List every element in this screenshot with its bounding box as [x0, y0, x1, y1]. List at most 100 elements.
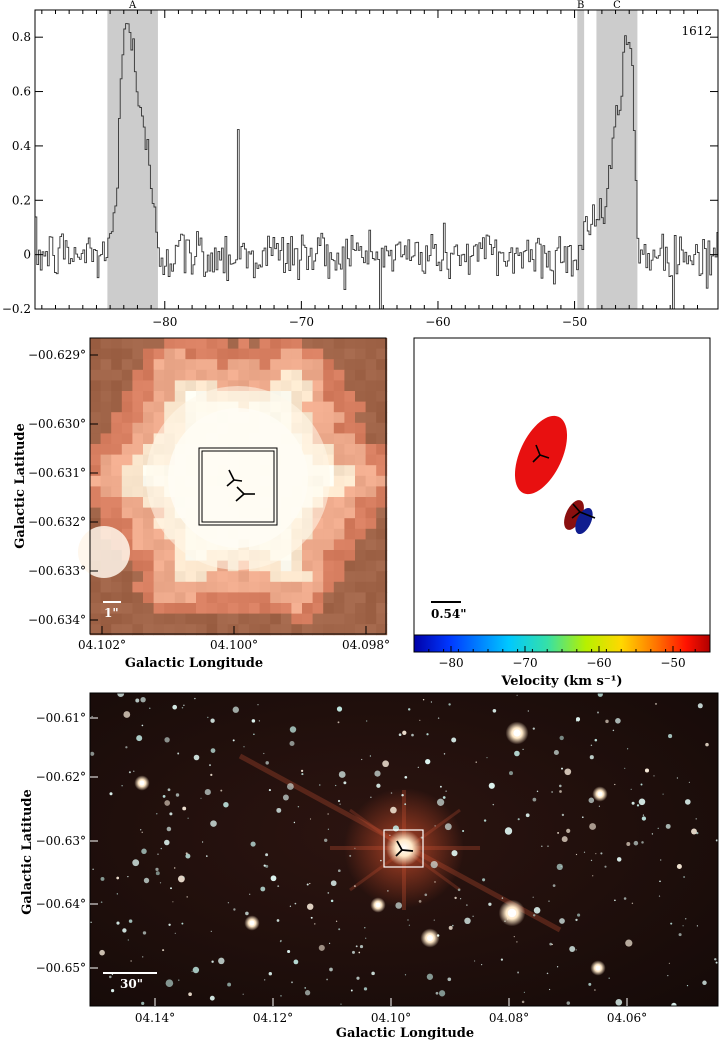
field-star [678, 933, 682, 937]
field-star [390, 806, 397, 814]
mosaic-pixel [365, 571, 377, 583]
mosaic-pixel [100, 338, 112, 349]
mosaic-pixel [344, 454, 356, 466]
field-star [287, 783, 294, 790]
mosaic-pixel [355, 380, 366, 392]
field-star [464, 917, 471, 925]
field-star [202, 841, 204, 843]
mosaic-pixel [111, 486, 123, 498]
mosaic-pixel [376, 624, 388, 636]
wide-xtick-label: 04.08° [489, 1011, 529, 1025]
field-star [143, 877, 150, 884]
mosaic-pixel [280, 581, 292, 593]
mosaic-pixel [143, 369, 154, 381]
field-star [356, 976, 360, 980]
field-star [136, 735, 143, 742]
mosaic-pixel [323, 581, 335, 593]
mosaic-pixel [333, 571, 345, 583]
field-star [306, 883, 309, 886]
mosaic-pixel [90, 348, 101, 360]
mosaic-pixel [280, 560, 292, 572]
mosaic-pixel [164, 603, 176, 614]
mosaic-pixel [100, 412, 112, 424]
mosaic-pixel [164, 338, 176, 349]
field-star [170, 887, 172, 890]
mosaic-pixel [312, 401, 324, 413]
field-star [245, 911, 249, 916]
mosaic-pixel [90, 465, 101, 477]
field-star [251, 719, 256, 723]
mosaic-pixel [291, 613, 303, 625]
field-star [625, 939, 633, 947]
mosaic-pixel [100, 497, 112, 508]
field-star [684, 918, 687, 920]
spectrum-xtick-label: −60 [425, 315, 450, 329]
mosaic-pixel [302, 401, 313, 413]
field-star [166, 826, 172, 832]
mosaic-pixel [111, 613, 123, 625]
mosaic-pixel [174, 624, 186, 636]
mosaic-pixel [365, 369, 377, 381]
mosaic-pixel [323, 422, 335, 434]
mosaic-pixel [100, 613, 112, 625]
field-star [516, 941, 518, 943]
wide-scale-label: 30" [120, 977, 143, 991]
field-star [705, 742, 709, 747]
mosaic-pixel [111, 475, 123, 487]
mosaic-pixel [90, 454, 101, 466]
mosaic-pixel [270, 338, 282, 349]
mosaic-pixel [323, 560, 335, 572]
mosaic-pixel [100, 369, 112, 381]
scale-bar-label: 1" [104, 606, 119, 620]
mosaic-pixel [132, 592, 144, 604]
mosaic-pixel [153, 528, 165, 540]
mosaic-pixel [132, 550, 144, 561]
mosaic-pixel [365, 518, 377, 530]
field-star [408, 924, 411, 926]
mosaic-pixel [259, 603, 271, 614]
mosaic-pixel [355, 507, 366, 519]
mosaic-pixel [355, 391, 366, 402]
mosaic-pixel [174, 359, 186, 371]
mosaic-pixel [227, 571, 239, 583]
velocity-marker-1 [532, 444, 550, 463]
mosaic-pixel [355, 560, 366, 572]
field-star [210, 773, 213, 777]
mosaic-pixel [365, 422, 377, 434]
mosaic-pixel [365, 592, 377, 604]
field-star [641, 816, 647, 821]
mosaic-pixel [355, 581, 366, 593]
mosaic-pixel [376, 539, 388, 551]
wide-ytick-label: −00.64° [36, 897, 86, 911]
mosaic-pixel [153, 560, 165, 572]
mosaic-pixel [280, 613, 292, 625]
field-star [165, 979, 174, 987]
mosaic-pixel [121, 603, 133, 614]
field-star [133, 770, 135, 772]
mosaic-pixel [143, 401, 154, 413]
mosaic-pixel [153, 603, 165, 614]
field-star [319, 784, 321, 786]
mosaic-pixel [323, 444, 335, 455]
field-star [676, 777, 679, 779]
mosaic-pixel [376, 401, 388, 413]
mosaic-pixel [302, 613, 313, 625]
mosaic-pixel [143, 507, 154, 519]
mosaic-pixel [291, 571, 303, 583]
wide-field-panel: 30" 04.14° 04.12° 04.10° 04.08° 04.06° −00.61… [20, 692, 719, 1041]
mosaic-pixel [323, 624, 335, 636]
wide-ytick-label: −00.61° [36, 711, 86, 725]
mosaic-pixel [227, 581, 239, 593]
mosaic-pixel [259, 571, 271, 583]
field-star [651, 833, 654, 835]
mosaic-pixel [164, 581, 176, 593]
mosaic-pixel [344, 475, 356, 487]
field-star [547, 845, 549, 847]
mosaic-pixel [291, 369, 303, 381]
field-star [123, 711, 131, 718]
field-star [442, 796, 446, 799]
mosaic-pixel [206, 613, 218, 625]
field-star [297, 805, 300, 808]
mosaic-pixel [344, 550, 356, 561]
mosaic-pixel [344, 507, 356, 519]
